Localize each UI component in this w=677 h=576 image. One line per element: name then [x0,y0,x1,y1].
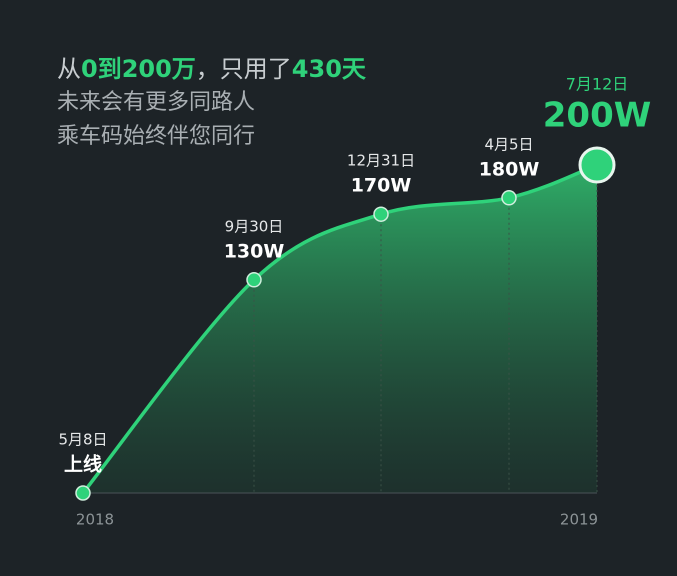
point [246,272,262,288]
date-label: 12月31日 [347,152,415,170]
title-part: ，只用了 [196,55,292,83]
area [83,165,597,493]
point [373,206,389,222]
title-highlight: 0到200万 [81,55,196,83]
date-label: 9月30日 [225,217,284,235]
value-label: 130W [224,240,285,262]
value-label: 170W [351,175,412,197]
title-part: 从 [57,55,81,83]
line [81,163,598,495]
value-label: 180W [479,158,540,180]
point [75,485,91,501]
value-label: 200W [543,96,651,136]
title: 从0到200万，只用了430天 [57,55,366,83]
point [578,146,616,184]
x-axis-label: 2019 [560,511,598,529]
date-label: 4月5日 [484,135,533,153]
subtitle: 未来会有更多同路人 [57,90,255,115]
x-axis-label: 2018 [76,511,114,529]
title-highlight: 430天 [292,55,366,83]
date-label: 5月8日 [58,431,107,449]
date-label: 7月12日 [566,75,629,94]
point [501,190,517,206]
subtitle: 乘车码始终伴您同行 [57,124,255,149]
value-label: 上线 [64,453,102,476]
